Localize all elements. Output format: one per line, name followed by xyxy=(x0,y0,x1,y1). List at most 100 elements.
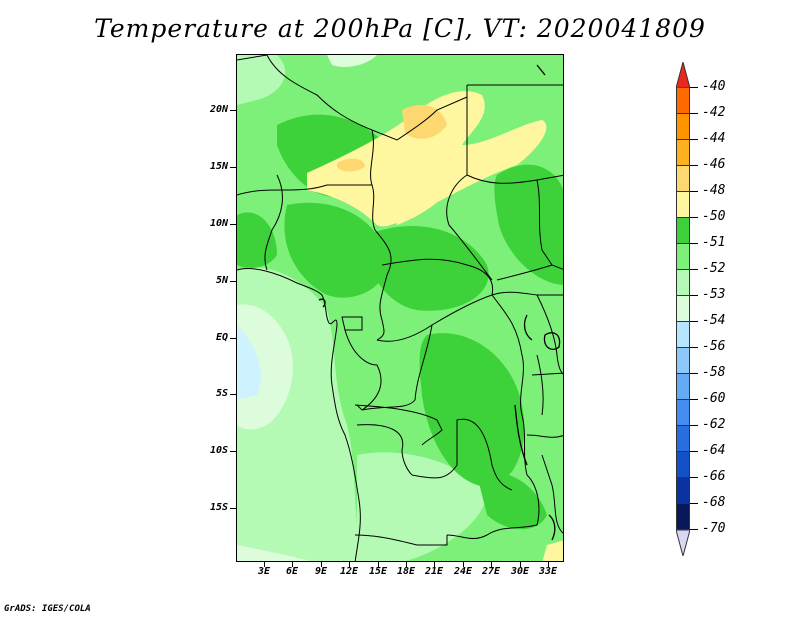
border-nw xyxy=(237,55,268,61)
atlantic-coastline xyxy=(237,267,361,561)
border-zambia xyxy=(446,474,540,540)
colorbar-label: -60 xyxy=(689,391,726,406)
lon-label-27e: 27E xyxy=(481,566,501,577)
colorbar-swatch xyxy=(676,296,690,322)
field-warmest-1 xyxy=(402,105,447,139)
lake-small-1 xyxy=(318,298,326,308)
colorbar-label: -54 xyxy=(689,313,726,328)
border-drc-west xyxy=(354,404,443,446)
lon-tick xyxy=(548,562,549,567)
temperature-map xyxy=(236,54,564,562)
colorbar-label: -51 xyxy=(689,235,726,250)
colorbar-swatch xyxy=(676,218,690,244)
lon-tick xyxy=(378,562,379,567)
colorbar-label: -48 xyxy=(689,183,726,198)
field-warmest-2 xyxy=(337,158,365,172)
border-niger-south xyxy=(237,184,372,196)
border-car-north xyxy=(381,258,494,296)
lat-tick xyxy=(230,224,236,225)
lat-label-10n: 10N xyxy=(209,218,228,229)
border-drc-angola xyxy=(411,418,513,491)
lake-tanganyika xyxy=(514,404,528,466)
lake-nasser xyxy=(536,64,546,76)
colorbar-label: -42 xyxy=(689,105,726,120)
colorbar-swatch xyxy=(676,322,690,348)
lat-label-10s: 10S xyxy=(209,445,228,456)
lon-label-18e: 18E xyxy=(396,566,416,577)
colorbar-label: -52 xyxy=(689,261,726,276)
colorbar-label: -70 xyxy=(689,521,726,536)
colorbar-label: -56 xyxy=(689,339,726,354)
colorbar-swatch xyxy=(676,348,690,374)
lakes xyxy=(318,64,561,541)
border-benin xyxy=(264,174,283,271)
lake-malawi xyxy=(548,514,556,541)
field-dark-east xyxy=(494,164,563,285)
border-uganda xyxy=(536,294,563,375)
colorbar-swatch xyxy=(676,504,690,530)
lon-tick xyxy=(292,562,293,567)
colorbar-label: -46 xyxy=(689,157,726,172)
lon-tick xyxy=(321,562,322,567)
lat-tick xyxy=(230,110,236,111)
colorbar-swatch xyxy=(676,452,690,478)
colorbar-label: -40 xyxy=(689,79,726,94)
border-chad-sudan xyxy=(446,97,493,281)
border-rwanda xyxy=(536,354,544,416)
colorbar-swatch xyxy=(676,426,690,452)
lat-tick xyxy=(230,394,236,395)
field-dark-congo xyxy=(419,333,525,487)
colorbar-label: -64 xyxy=(689,443,726,458)
colorbar-label: -66 xyxy=(689,469,726,484)
lat-label-15n: 15N xyxy=(209,161,228,172)
lon-label-3e: 3E xyxy=(257,566,271,577)
lon-label-33e: 33E xyxy=(538,566,558,577)
border-south-sudan xyxy=(536,179,563,270)
lon-label-21e: 21E xyxy=(424,566,444,577)
border-congo-drc xyxy=(361,399,416,411)
field-light-nw xyxy=(237,55,286,105)
border-ss-uganda xyxy=(496,264,553,281)
lon-tick xyxy=(264,562,265,567)
border-kenya-tz xyxy=(531,372,563,376)
map-fill-layer xyxy=(237,55,563,561)
lake-victoria xyxy=(543,332,561,350)
border-angola-north xyxy=(356,424,413,476)
field-pale-sw xyxy=(237,545,310,561)
lon-label-9e: 9E xyxy=(314,566,328,577)
lat-tick xyxy=(230,281,236,282)
lat-label-5s: 5S xyxy=(215,388,228,399)
field-warm-sahel xyxy=(307,91,547,227)
lon-label-30e: 30E xyxy=(510,566,530,577)
grads-credit: GrADS: IGES/COLA xyxy=(4,604,91,614)
border-cabinda xyxy=(356,404,363,411)
border-tanzania xyxy=(526,434,563,438)
lat-tick xyxy=(230,338,236,339)
field-cold-west xyxy=(237,325,261,400)
field-warm-sahel-2 xyxy=(387,178,452,225)
colorbar-top-arrow xyxy=(676,62,690,88)
colorbar-label: -62 xyxy=(689,417,726,432)
lat-label-eq: EQ xyxy=(215,332,228,343)
field-warm-corner xyxy=(542,540,563,561)
border-angola-south xyxy=(354,534,448,546)
field-dark-west-central xyxy=(284,202,388,298)
border-sudan-mid xyxy=(466,174,563,184)
lon-tick xyxy=(520,562,521,567)
lat-label-20n: 20N xyxy=(209,104,228,115)
lake-albert xyxy=(523,314,533,341)
colorbar-swatch xyxy=(676,140,690,166)
colorbar-swatch xyxy=(676,192,690,218)
colorbar-swatch xyxy=(676,478,690,504)
border-car-south xyxy=(376,291,563,342)
map-title: Temperature at 200hPa [C], VT: 202004180… xyxy=(94,14,706,43)
colorbar-label: -44 xyxy=(689,131,726,146)
lat-tick xyxy=(230,167,236,168)
lon-tick xyxy=(463,562,464,567)
field-dark-coast xyxy=(237,212,277,268)
lon-tick xyxy=(349,562,350,567)
lat-tick xyxy=(230,508,236,509)
lon-tick xyxy=(406,562,407,567)
field-dark-southeast xyxy=(477,472,547,530)
lat-label-5n: 5N xyxy=(215,275,228,286)
